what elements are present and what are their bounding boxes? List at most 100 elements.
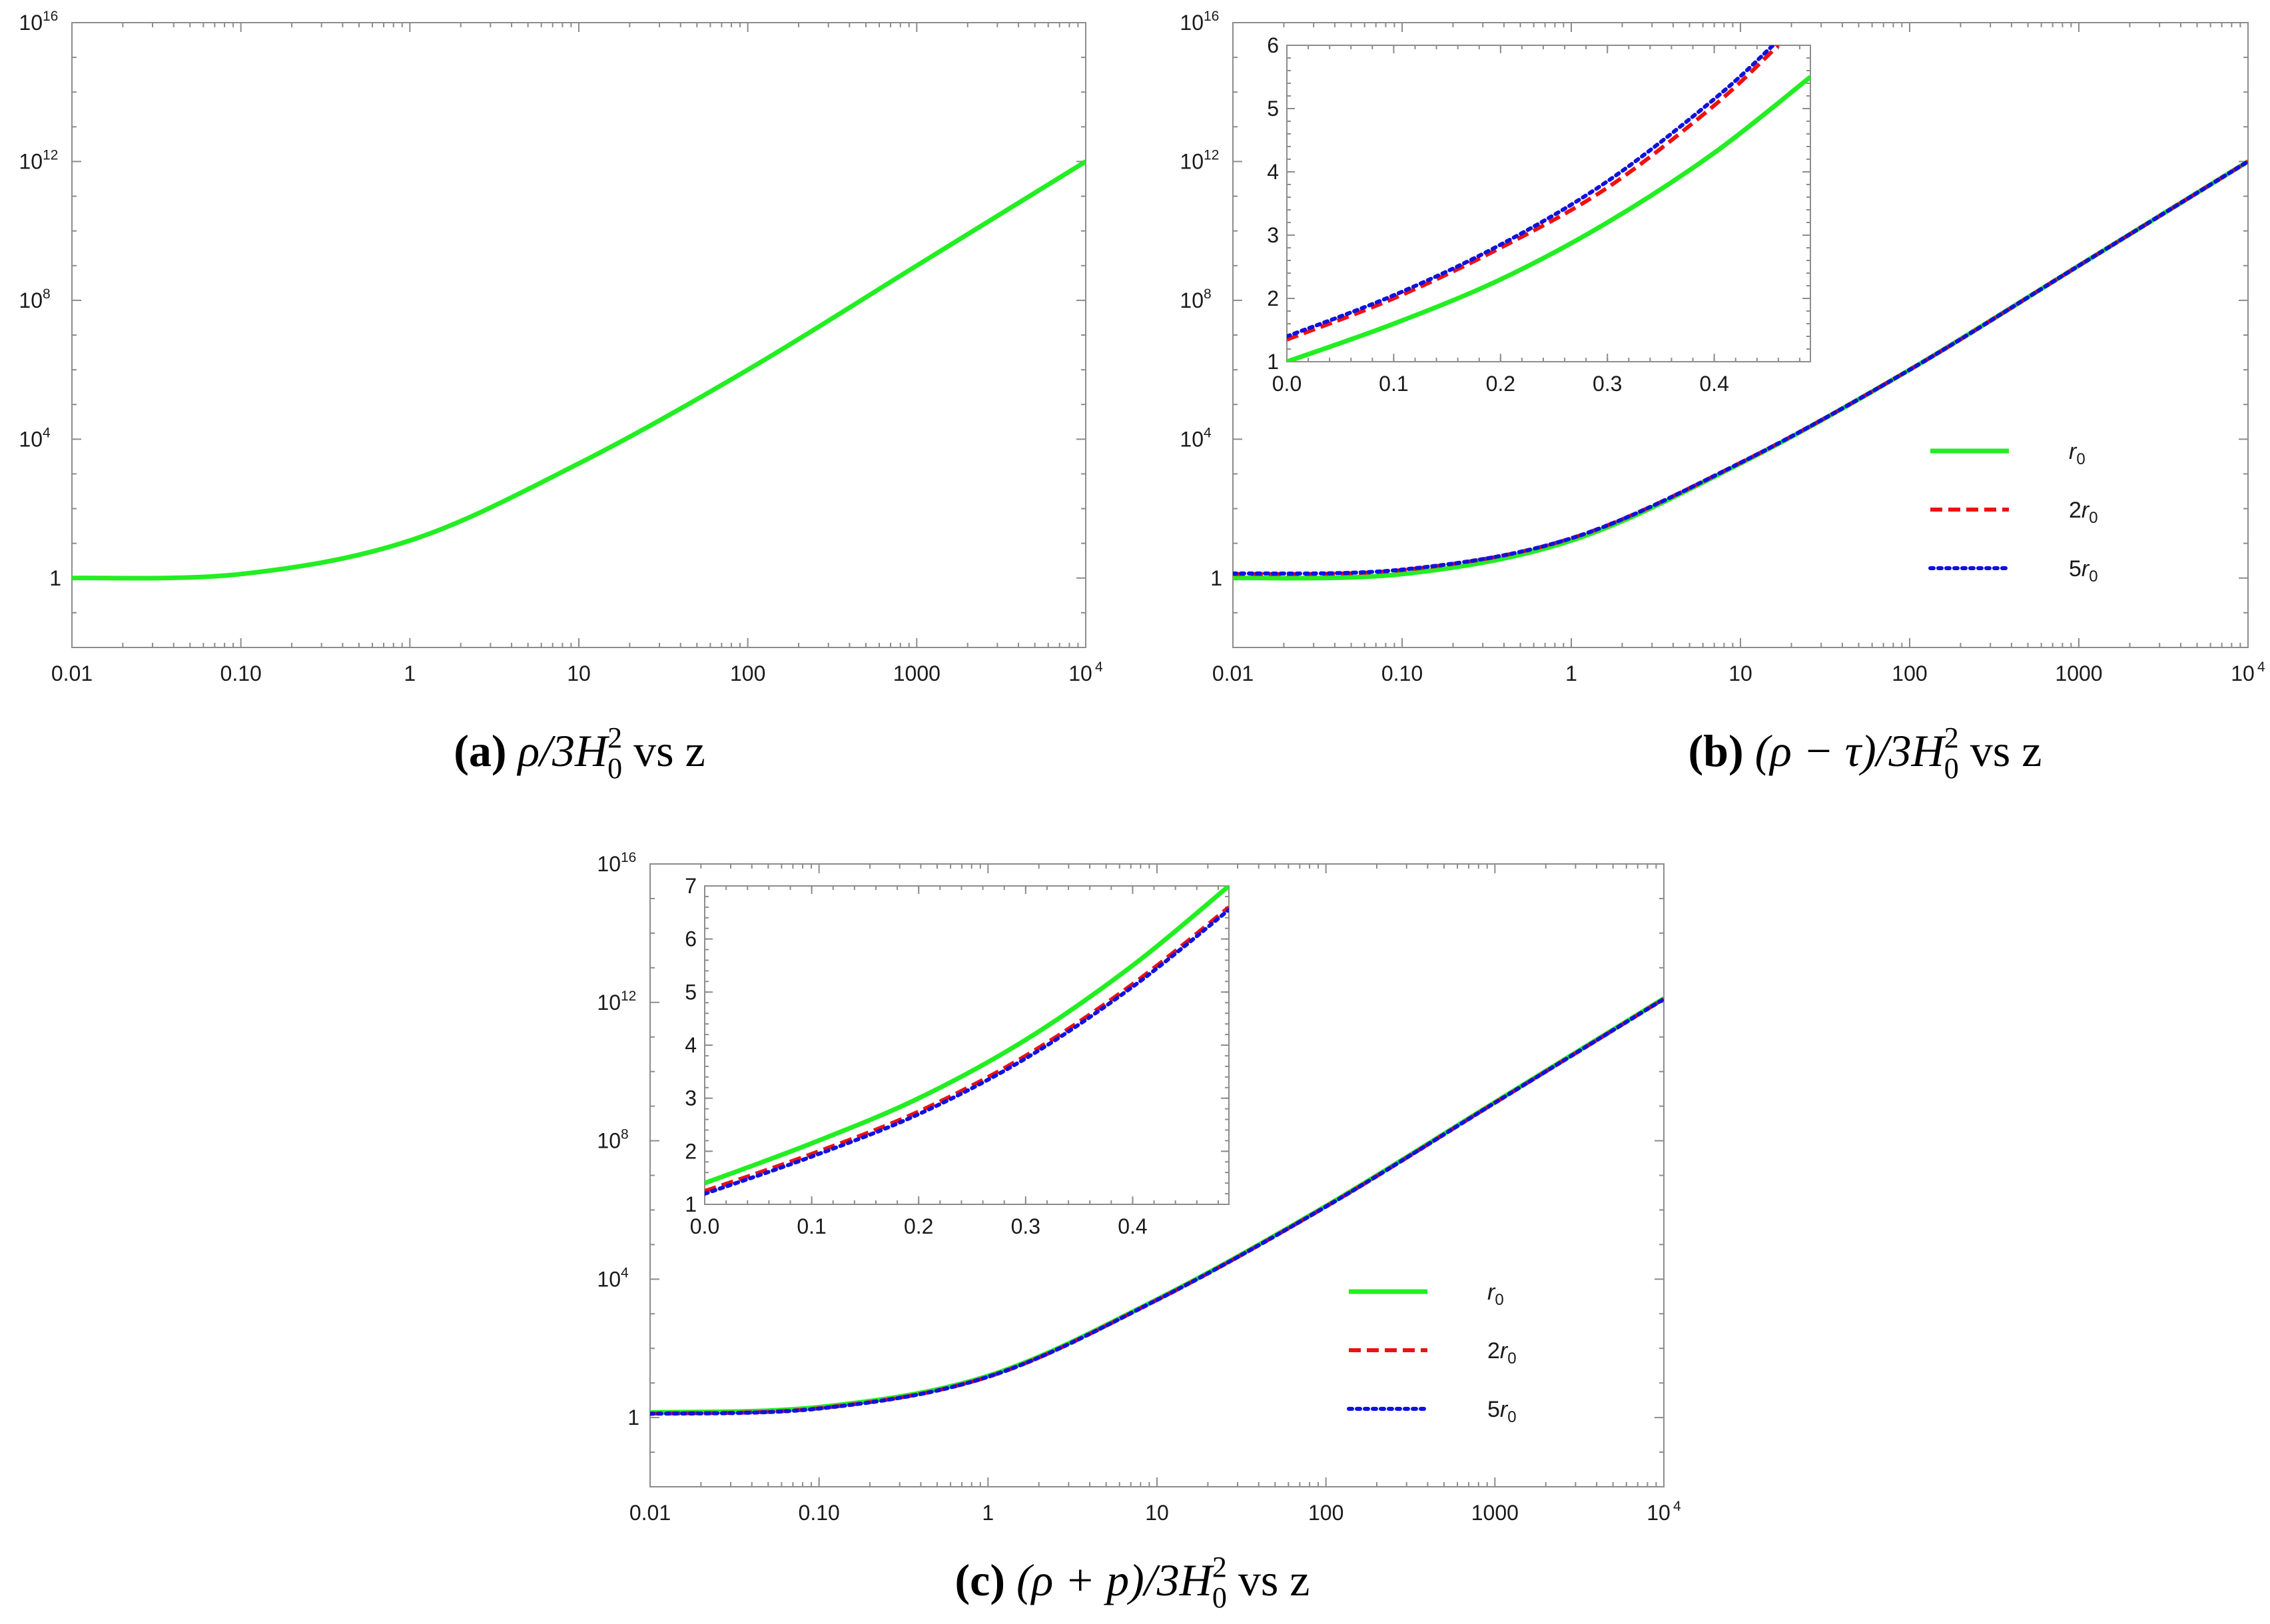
- inset-y-tick-label: 5: [1267, 97, 1279, 121]
- series-group: [650, 996, 1664, 1416]
- x-tick-label-sup: 4: [2257, 659, 2265, 675]
- y-tick-label: 10: [19, 149, 43, 173]
- plot-frame: [71, 22, 1086, 648]
- x-tick-label: 1: [982, 1501, 994, 1525]
- x-tick-label: 10: [2231, 661, 2255, 685]
- inset-c: 0.0 0.1 0.2 0.3 0.4 1 2 3 4 5 6 7: [685, 874, 1230, 1238]
- inset-y-tick-label: 7: [685, 874, 697, 898]
- inset-y-tick-label: 6: [1267, 33, 1279, 57]
- inset-x-tick-label: 0.0: [1272, 372, 1302, 396]
- y-tick-label-sup: 16: [43, 9, 58, 24]
- inset-series-line-green: [705, 886, 1229, 1186]
- y-tick-label-sup: 12: [43, 147, 58, 163]
- inset-y-tick-label: 2: [685, 1139, 697, 1163]
- y-tick-label-sup: 4: [1204, 425, 1212, 440]
- x-tick-label: 0.01: [1212, 661, 1254, 685]
- inset-y-tick-label: 1: [685, 1192, 697, 1216]
- x-tick-label-sup: 4: [1095, 659, 1103, 675]
- series-line-green: [72, 159, 1086, 581]
- inset-series-line-red: [705, 905, 1229, 1193]
- inset-b: 0.0 0.1 0.2 0.3 0.4 1 2 3 4 5 6: [1267, 33, 1811, 396]
- legend: r0 2r0 5r0: [1347, 1280, 1517, 1426]
- y-tick-label: 10: [1180, 427, 1204, 451]
- inset-y-tick-label: 2: [1267, 286, 1279, 310]
- series-line-blue: [650, 997, 1664, 1416]
- inset-series-line-blue: [1287, 45, 1775, 338]
- plot-frame: [1232, 22, 2249, 648]
- series-group: [1233, 159, 2248, 581]
- inset-x-tick-label: 0.0: [690, 1214, 719, 1238]
- inset-x-tick-label: 0.1: [1379, 372, 1408, 396]
- y-tick-label-sup: 4: [43, 425, 51, 440]
- series-line-blue: [1233, 159, 2248, 576]
- x-tick-label: 0.01: [629, 1501, 671, 1525]
- y-tick-label-sup: 8: [621, 1127, 629, 1142]
- y-tick-label: 10: [19, 11, 43, 35]
- y-tick-label-sup: 12: [621, 989, 636, 1004]
- x-tick-label: 0.10: [220, 661, 262, 685]
- y-tick-label: 10: [597, 1129, 621, 1153]
- y-tick-label: 10: [597, 1267, 621, 1291]
- x-tick-label: 100: [1308, 1501, 1343, 1525]
- y-tick-label-sup: 8: [43, 286, 51, 302]
- y-tick-label: 10: [597, 991, 621, 1015]
- inset-y-tick-label: 1: [1267, 350, 1279, 374]
- legend-label: 5r0: [2069, 556, 2098, 586]
- legend-label: r0: [2069, 439, 2085, 468]
- x-tick-label: 1: [1565, 661, 1577, 685]
- y-tick-label-sup: 16: [1204, 9, 1219, 24]
- x-tick-label: 0.10: [799, 1501, 840, 1525]
- y-tick-label: 1: [49, 566, 61, 590]
- x-tick-label: 10: [1728, 661, 1752, 685]
- x-tick-label-sup: 4: [1673, 1499, 1681, 1514]
- inset-y-tick-label: 4: [685, 1033, 697, 1057]
- x-tick-label: 10: [1145, 1501, 1169, 1525]
- y-tick-label-sup: 12: [1204, 147, 1219, 163]
- y-tick-label: 10: [1180, 11, 1204, 35]
- y-tick-label: 10: [597, 852, 621, 876]
- inset-series-group: [705, 886, 1229, 1196]
- y-tick-label: 1: [627, 1406, 639, 1429]
- inset-y-tick-label: 3: [1267, 223, 1279, 247]
- legend-label: r0: [1487, 1280, 1504, 1309]
- panel-caption: (a) ρ/3H2 0 vs z: [454, 721, 705, 785]
- inset-frame: [1286, 45, 1811, 362]
- x-tick-label: 0.10: [1381, 661, 1423, 685]
- inset-y-tick-label: 4: [1267, 160, 1279, 184]
- legend-label: 2r0: [1487, 1338, 1517, 1368]
- inset-y-tick-label: 6: [685, 927, 697, 951]
- x-tick-label: 1000: [2055, 661, 2102, 685]
- y-tick-label: 10: [1180, 149, 1204, 173]
- inset-y-tick-label: 5: [685, 980, 697, 1004]
- x-tick-label: 100: [730, 661, 765, 685]
- x-tick-label: 10: [1647, 1501, 1671, 1525]
- x-tick-label: 1000: [1471, 1501, 1519, 1525]
- panel-caption: (c) (ρ + p)/3H2 0 vs z: [955, 1551, 1310, 1614]
- inset-series-line-red: [1287, 45, 1780, 342]
- inset-x-tick-label: 0.4: [1699, 372, 1728, 396]
- y-tick-label-sup: 16: [621, 850, 636, 865]
- inset-y-tick-label: 3: [685, 1086, 697, 1110]
- y-tick-label-sup: 8: [1204, 286, 1212, 302]
- inset-x-tick-label: 0.1: [797, 1214, 826, 1238]
- inset-series-line-blue: [705, 907, 1229, 1196]
- inset-x-tick-label: 0.4: [1118, 1214, 1147, 1238]
- y-tick-label: 10: [19, 288, 43, 312]
- panel-caption: (b) (ρ − τ)/3H2 0 vs z: [1689, 721, 2042, 785]
- y-tick-label: 10: [1180, 288, 1204, 312]
- plot-frame: [649, 863, 1665, 1487]
- x-tick-label: 1000: [893, 661, 941, 685]
- x-tick-label: 10: [1068, 661, 1092, 685]
- y-tick-label: 10: [19, 427, 43, 451]
- inset-series-group: [1287, 45, 1810, 362]
- legend-label: 2r0: [2069, 498, 2098, 527]
- y-tick-label: 1: [1210, 566, 1222, 590]
- x-tick-label: 10: [567, 661, 591, 685]
- y-tick-label-sup: 4: [621, 1265, 629, 1280]
- inset-series-line-green: [1287, 75, 1810, 362]
- inset-x-tick-label: 0.3: [1593, 372, 1622, 396]
